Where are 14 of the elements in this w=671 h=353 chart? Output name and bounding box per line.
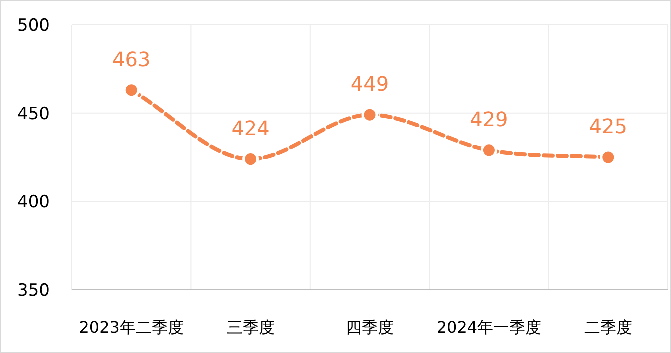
x-tick-label: 二季度 xyxy=(584,318,632,337)
y-tick-label: 500 xyxy=(18,16,50,36)
x-tick-label: 2023年二季度 xyxy=(79,318,184,337)
data-label: 425 xyxy=(589,114,628,138)
y-tick-label: 350 xyxy=(18,281,50,301)
x-tick-label: 四季度 xyxy=(346,318,394,337)
y-tick-label: 400 xyxy=(18,192,50,213)
data-label: 424 xyxy=(232,116,270,140)
data-label: 449 xyxy=(350,72,390,96)
data-label: 429 xyxy=(470,107,508,132)
y-tick-label: 450 xyxy=(18,104,50,124)
x-tick-label: 三季度 xyxy=(226,318,275,337)
data-label: 463 xyxy=(112,47,151,72)
x-tick-label: 2024年一季度 xyxy=(436,318,542,337)
